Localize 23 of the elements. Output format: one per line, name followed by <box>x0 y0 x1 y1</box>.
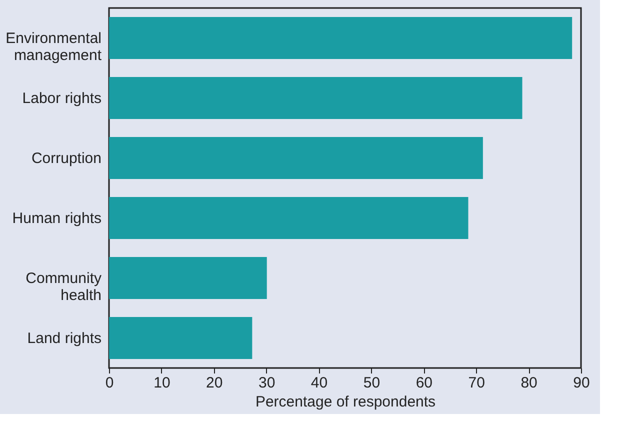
y-tick-label: Human rights <box>12 210 102 227</box>
x-tick-label: 90 <box>573 374 590 392</box>
y-tick-label: Labor rights <box>22 90 102 107</box>
x-tick-label: 80 <box>520 374 538 392</box>
bar <box>109 17 572 59</box>
x-axis-title: Percentage of respondents <box>255 394 436 410</box>
x-tick-label: 30 <box>258 374 276 392</box>
x-tick-label: 0 <box>105 374 114 392</box>
bar <box>109 257 267 299</box>
bar <box>109 317 252 359</box>
y-tick-label: Environmental management <box>6 30 102 64</box>
y-tick-label: Community health <box>26 270 102 304</box>
x-tick-label: 60 <box>416 374 433 392</box>
x-tick-label: 10 <box>154 374 170 392</box>
x-tick-label: 20 <box>206 374 223 392</box>
y-tick-label: Corruption <box>31 150 102 167</box>
bar <box>109 197 468 239</box>
y-tick-label: Land rights <box>27 330 102 347</box>
x-tick-label: 40 <box>310 374 328 392</box>
bar <box>109 77 522 119</box>
x-tick-label: 50 <box>363 374 380 392</box>
x-tick-label: 70 <box>468 374 485 392</box>
bar <box>109 137 483 179</box>
